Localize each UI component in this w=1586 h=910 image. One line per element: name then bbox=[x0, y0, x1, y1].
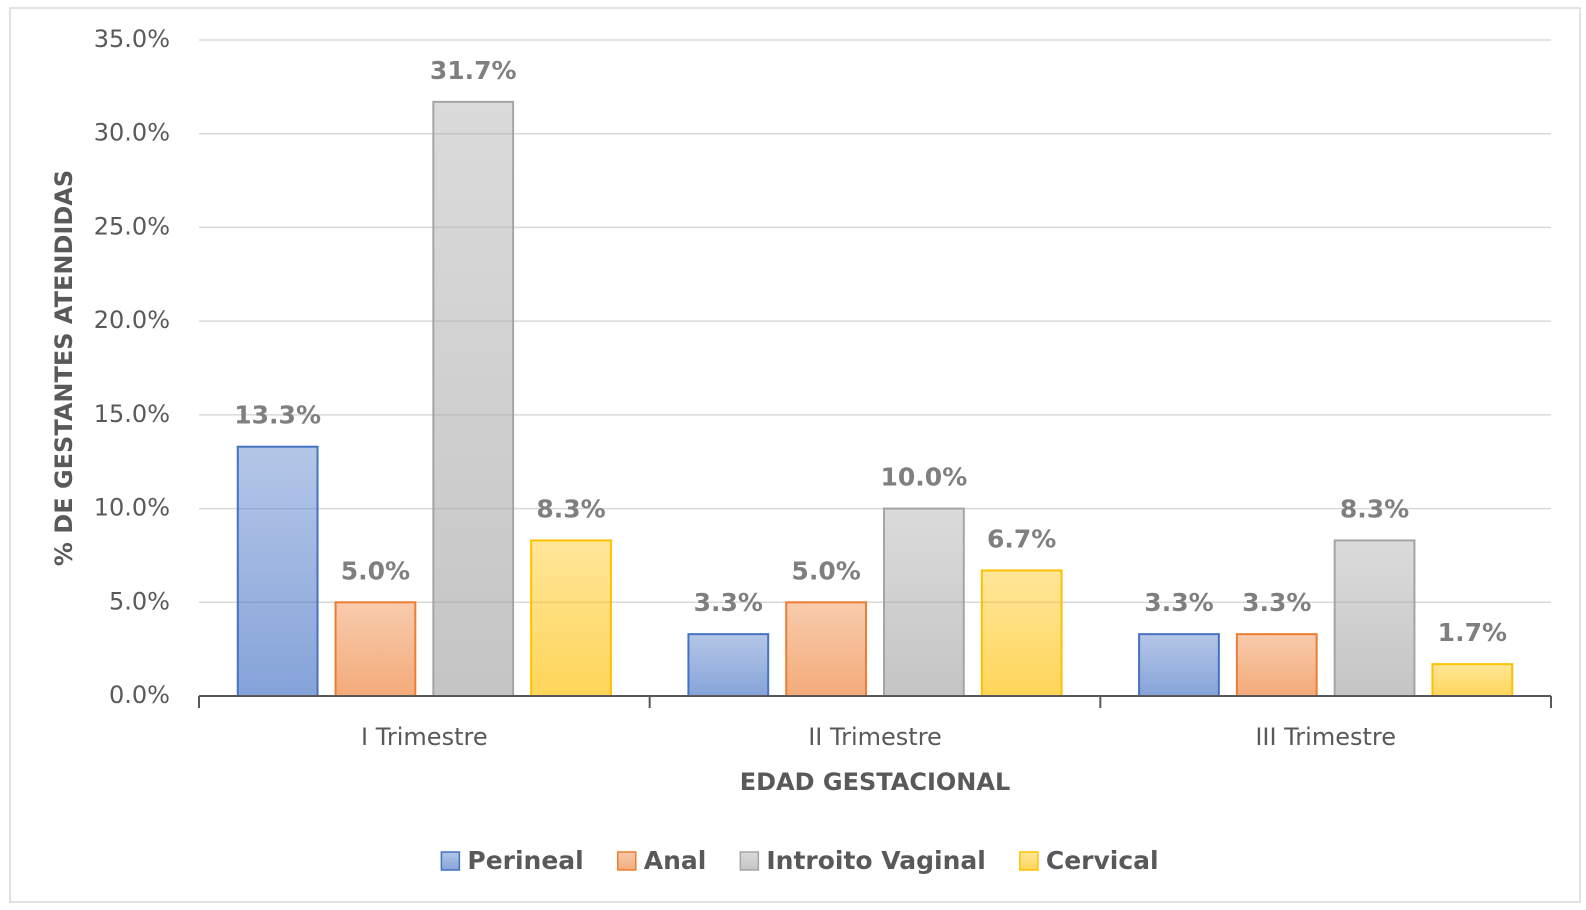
data-label: 5.0% bbox=[791, 556, 860, 585]
x-axis-title: EDAD GESTACIONAL bbox=[740, 768, 1011, 796]
y-tick-label: 10.0% bbox=[94, 494, 170, 522]
legend-swatch bbox=[1019, 851, 1039, 871]
data-label: 6.7% bbox=[987, 524, 1056, 553]
bar bbox=[1431, 663, 1514, 698]
bar bbox=[883, 507, 965, 698]
legend: Perineal Anal Introito Vaginal Cervical bbox=[440, 846, 1159, 875]
y-tick-label: 20.0% bbox=[94, 306, 170, 334]
data-label: 5.0% bbox=[341, 556, 410, 585]
legend-swatch bbox=[440, 851, 461, 871]
y-tick-label: 15.0% bbox=[94, 400, 170, 428]
bar bbox=[236, 445, 319, 697]
data-label: 13.3% bbox=[234, 401, 321, 430]
data-label: 10.0% bbox=[881, 463, 968, 492]
y-tick-label: 0.0% bbox=[109, 681, 170, 709]
bar bbox=[1138, 633, 1220, 697]
legend-label: Perineal bbox=[467, 846, 583, 875]
x-tick-label: III Trimestre bbox=[1255, 723, 1396, 751]
legend-label: Cervical bbox=[1046, 846, 1159, 875]
y-tick-label: 25.0% bbox=[94, 212, 170, 240]
legend-swatch bbox=[739, 851, 760, 871]
bar bbox=[432, 100, 515, 697]
bar bbox=[687, 633, 770, 697]
bar bbox=[785, 601, 867, 697]
legend-swatch bbox=[617, 851, 637, 871]
bar bbox=[334, 601, 417, 697]
chart-border bbox=[9, 7, 1581, 903]
y-tick-label: 5.0% bbox=[109, 587, 170, 615]
data-label: 1.7% bbox=[1438, 618, 1507, 647]
y-axis-title: % DE GESTANTES ATENDIDAS bbox=[50, 170, 78, 566]
y-tick-label: 30.0% bbox=[94, 119, 170, 147]
legend-label: Introito Vaginal bbox=[766, 846, 986, 875]
bar bbox=[530, 539, 612, 697]
data-label: 8.3% bbox=[536, 494, 605, 523]
x-tick-label: I Trimestre bbox=[361, 723, 488, 751]
data-label: 3.3% bbox=[1144, 588, 1213, 617]
data-label: 3.3% bbox=[694, 588, 763, 617]
data-label: 3.3% bbox=[1242, 588, 1311, 617]
legend-label: Anal bbox=[644, 846, 707, 875]
y-tick-label: 35.0% bbox=[94, 25, 170, 53]
data-label: 31.7% bbox=[430, 56, 517, 85]
data-label: 8.3% bbox=[1340, 494, 1409, 523]
bar bbox=[980, 569, 1063, 697]
x-tick-label: II Trimestre bbox=[808, 723, 942, 751]
bar bbox=[1333, 539, 1416, 697]
bar bbox=[1235, 633, 1318, 697]
